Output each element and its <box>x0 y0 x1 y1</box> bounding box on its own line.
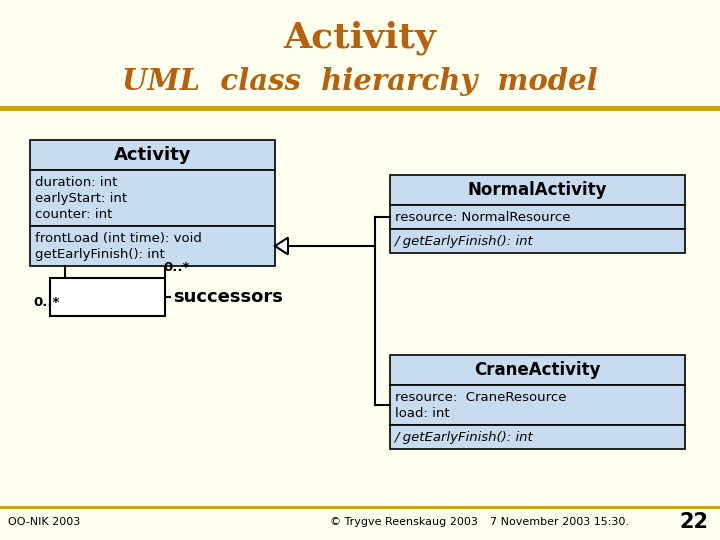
Text: successors: successors <box>173 288 283 306</box>
Text: load: int: load: int <box>395 407 449 420</box>
Text: counter: int: counter: int <box>35 208 112 221</box>
Text: 7 November 2003 15:30.: 7 November 2003 15:30. <box>490 517 629 527</box>
Polygon shape <box>275 238 288 254</box>
Bar <box>390 229 685 253</box>
Text: Activity: Activity <box>114 146 192 164</box>
Bar <box>390 205 685 229</box>
Text: © Trygve Reenskaug 2003: © Trygve Reenskaug 2003 <box>330 517 478 527</box>
Text: OO-NIK 2003: OO-NIK 2003 <box>8 517 80 527</box>
Bar <box>390 385 685 425</box>
Bar <box>390 355 685 385</box>
Bar <box>390 175 685 205</box>
Text: UML  class  hierarchy  model: UML class hierarchy model <box>122 68 598 97</box>
Text: getEarlyFinish(): int: getEarlyFinish(): int <box>35 248 165 261</box>
Text: 0..*: 0..* <box>34 295 60 308</box>
Bar <box>390 425 685 449</box>
Text: 22: 22 <box>679 512 708 532</box>
Text: resource:  CraneResource: resource: CraneResource <box>395 391 567 404</box>
Text: duration: int: duration: int <box>35 176 117 189</box>
Text: / getEarlyFinish(): int: / getEarlyFinish(): int <box>395 431 534 444</box>
Text: frontLoad (int time): void: frontLoad (int time): void <box>35 232 202 245</box>
Text: CraneActivity: CraneActivity <box>474 361 600 379</box>
Bar <box>50 278 165 316</box>
Text: resource: NormalResource: resource: NormalResource <box>395 211 570 224</box>
Bar <box>30 170 275 226</box>
Text: Activity: Activity <box>284 21 436 55</box>
Text: earlyStart: int: earlyStart: int <box>35 192 127 205</box>
Text: / getEarlyFinish(): int: / getEarlyFinish(): int <box>395 235 534 248</box>
Bar <box>30 226 275 266</box>
Text: NormalActivity: NormalActivity <box>468 181 607 199</box>
Bar <box>30 140 275 170</box>
Text: 0..*: 0..* <box>163 261 189 274</box>
